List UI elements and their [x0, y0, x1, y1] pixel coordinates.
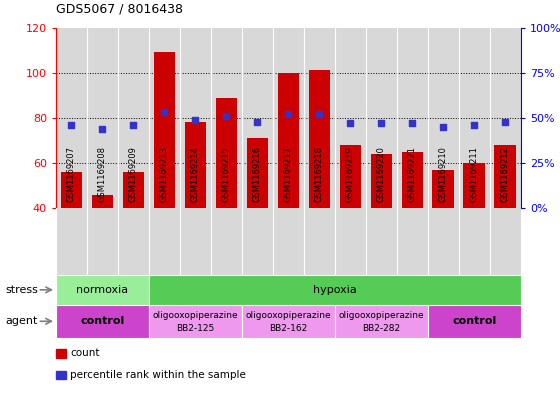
Point — [253, 118, 262, 125]
Text: percentile rank within the sample: percentile rank within the sample — [70, 370, 246, 380]
Bar — [494, 145, 516, 208]
Point — [160, 109, 169, 116]
Bar — [216, 97, 237, 208]
Bar — [123, 172, 144, 208]
Point — [67, 122, 76, 128]
Bar — [246, 138, 268, 208]
Bar — [339, 145, 361, 208]
Bar — [242, 305, 335, 338]
Point — [98, 126, 107, 132]
Text: GDS5067 / 8016438: GDS5067 / 8016438 — [56, 3, 183, 16]
Text: hypoxia: hypoxia — [313, 285, 357, 295]
Text: BB2-125: BB2-125 — [176, 324, 214, 333]
Text: count: count — [70, 348, 100, 358]
Bar — [185, 122, 206, 208]
Point — [377, 120, 386, 127]
Bar — [60, 172, 82, 208]
Point — [470, 122, 479, 128]
Point — [501, 118, 510, 125]
Bar — [56, 305, 149, 338]
Bar — [464, 163, 485, 208]
Text: control: control — [452, 316, 497, 326]
Bar — [153, 52, 175, 208]
Bar — [309, 70, 330, 208]
Point — [315, 111, 324, 118]
Bar — [428, 305, 521, 338]
Point — [439, 124, 448, 130]
Bar — [149, 275, 521, 305]
Point — [222, 113, 231, 119]
Text: BB2-282: BB2-282 — [362, 324, 400, 333]
Text: control: control — [80, 316, 125, 326]
Bar — [432, 170, 454, 208]
Text: agent: agent — [6, 316, 38, 326]
Point — [408, 120, 417, 127]
Point — [284, 111, 293, 118]
Text: BB2-162: BB2-162 — [269, 324, 307, 333]
Point — [191, 117, 200, 123]
Bar — [371, 154, 392, 208]
Text: normoxia: normoxia — [76, 285, 129, 295]
Point — [129, 122, 138, 128]
Text: oligooxopiperazine: oligooxopiperazine — [339, 311, 424, 320]
Bar — [92, 195, 113, 208]
Bar — [278, 73, 299, 208]
Text: stress: stress — [6, 285, 39, 295]
Text: oligooxopiperazine: oligooxopiperazine — [246, 311, 331, 320]
Bar — [335, 305, 428, 338]
Bar — [402, 152, 423, 208]
Bar — [56, 275, 149, 305]
Bar — [149, 305, 242, 338]
Text: oligooxopiperazine: oligooxopiperazine — [153, 311, 238, 320]
Point — [346, 120, 355, 127]
